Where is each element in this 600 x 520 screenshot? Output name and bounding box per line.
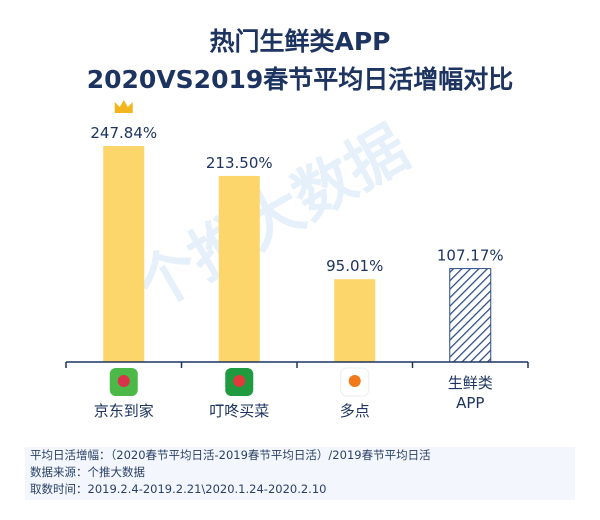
category-label-3-1: APP — [456, 394, 484, 412]
data-label-0: 247.84% — [90, 124, 157, 142]
bar-0 — [103, 146, 145, 362]
bar-2 — [334, 279, 376, 362]
category-label-3-0: 生鲜类 — [448, 374, 493, 392]
bar-1 — [218, 175, 260, 362]
data-label-2: 95.01% — [326, 257, 383, 275]
chart-title-line1: 热门生鲜类APP — [209, 27, 391, 56]
bar-3 — [449, 268, 492, 363]
crown-icon — [114, 100, 133, 113]
category-label-2: 多点 — [340, 402, 370, 420]
data-label-1: 213.50% — [206, 154, 273, 172]
category-label-0: 京东到家 — [94, 402, 154, 420]
footnote-source: 数据来源：个推大数据 — [30, 465, 145, 479]
data-label-3: 107.17% — [437, 247, 504, 265]
chart-title-line2: 2020VS2019春节平均日活增幅对比 — [86, 65, 514, 94]
footnote-period: 取数时间：2019.2.4-2019.2.21\2020.1.24-2020.2… — [30, 482, 327, 496]
category-label-1: 叮咚买菜 — [209, 402, 269, 420]
footnote-formula: 平均日活增幅：（2020春节平均日活-2019春节平均日活）/2019春节平均日… — [30, 448, 431, 462]
app-icon-mark-0 — [117, 375, 130, 387]
app-icon-mark-1 — [233, 375, 246, 387]
bar-chart: 247.84% 京东到家 213.50% 叮咚买菜 95.01% 多点 107.17% 生鲜类… — [65, 100, 529, 420]
app-icon-mark-2 — [348, 375, 361, 387]
footnote-box: 平均日活增幅：（2020春节平均日活-2019春节平均日活）/2019春节平均日… — [25, 447, 575, 500]
